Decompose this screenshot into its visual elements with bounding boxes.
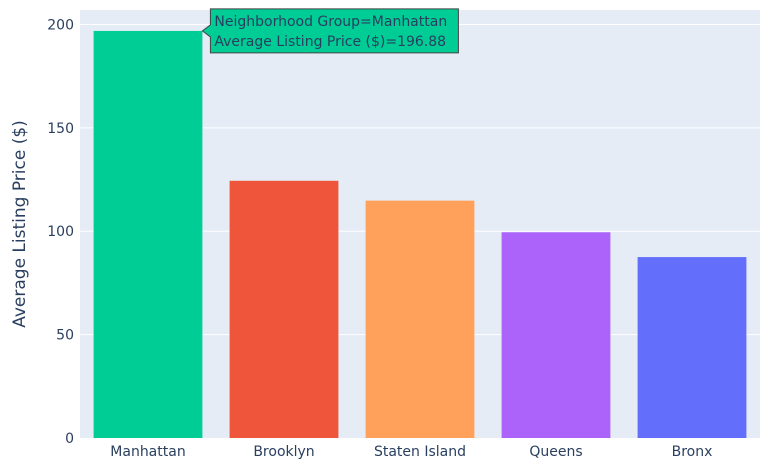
x-tick-label: Bronx	[672, 444, 713, 460]
hover-tooltip-value: Average Listing Price ($)=196.88	[214, 34, 446, 50]
y-tick-label: 150	[47, 121, 74, 137]
hover-tooltip: Neighborhood Group=Manhattan Average Lis…	[201, 8, 459, 54]
bar-queens[interactable]	[501, 232, 611, 438]
bar-staten-island[interactable]	[365, 200, 475, 438]
hover-tooltip-box	[201, 8, 459, 54]
y-tick-label: 0	[65, 431, 74, 447]
hover-tooltip-category: Neighborhood Group=Manhattan	[214, 14, 447, 30]
y-tick-label: 200	[47, 17, 74, 33]
bar-bronx[interactable]	[637, 257, 747, 438]
x-tick-label: Staten Island	[374, 444, 466, 460]
bar-brooklyn[interactable]	[229, 180, 339, 438]
y-tick-label: 50	[56, 328, 74, 344]
y-tick-label: 100	[47, 224, 74, 240]
x-tick-label: Manhattan	[110, 444, 185, 460]
x-tick-label: Queens	[529, 444, 582, 460]
bar-manhattan[interactable]	[93, 30, 203, 439]
bars	[93, 30, 747, 439]
x-tick-label: Brooklyn	[253, 444, 314, 460]
x-tick-labels: Manhattan Brooklyn Staten Island Queens Bron…	[110, 444, 712, 460]
y-axis-title: Average Listing Price ($)	[10, 120, 30, 328]
y-tick-labels: 0 50 100 150 200	[47, 17, 74, 447]
